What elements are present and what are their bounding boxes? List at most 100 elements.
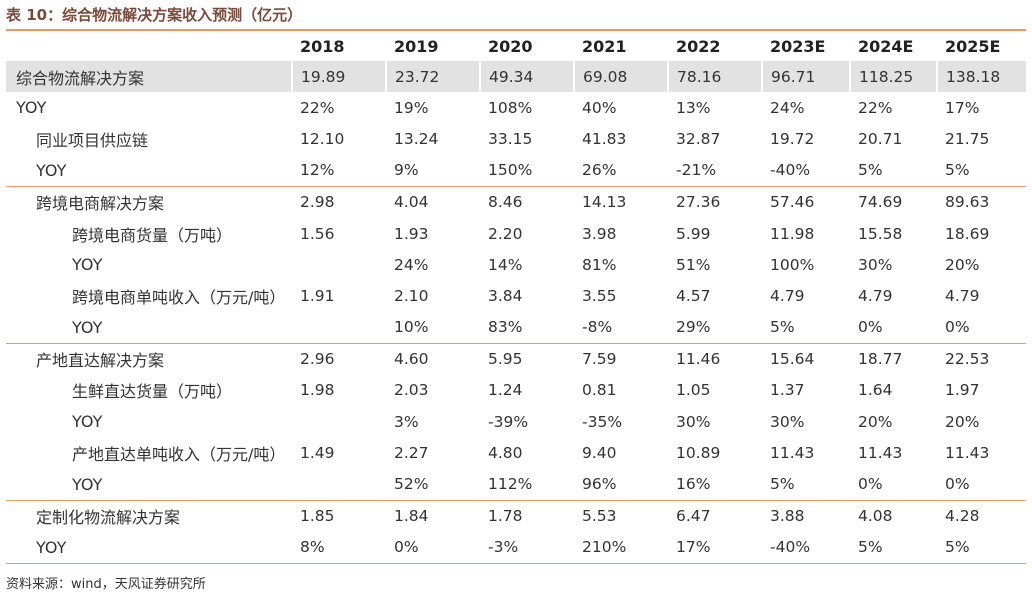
value-cell: 4.04 — [386, 185, 480, 218]
value-cell: 5% — [945, 161, 970, 180]
value-cell — [292, 249, 386, 280]
table-row: 同业项目供应链 12.10 13.24 33.15 41.83 32.87 19.72 20.… — [6, 123, 1026, 154]
value-cell: 23.72 — [386, 61, 481, 93]
value-cell: 1.64 — [858, 381, 893, 400]
value-cell: -39% — [488, 412, 529, 431]
value-cell: 1.85 — [292, 499, 386, 532]
value-cell: 1.91 — [300, 286, 335, 305]
value-cell: 18.69 — [945, 224, 990, 243]
value-cell: -3% — [480, 531, 574, 564]
header-year-cell: 2024E — [858, 36, 914, 56]
row-label: 跨境电商货量（万吨） — [72, 225, 233, 245]
table-row: 生鲜直达货量（万吨） 1.98 2.03 1.24 0.81 1.05 1.37 1.64 1.… — [6, 375, 1026, 406]
value-cell: 150% — [488, 161, 533, 180]
value-cell: 81% — [582, 255, 617, 274]
value-cell: 30% — [676, 412, 711, 431]
value-cell: 2.20 — [488, 224, 523, 243]
value-cell: 4.79 — [770, 286, 805, 305]
value-cell: 5% — [770, 475, 795, 494]
value-cell: 1.98 — [300, 381, 335, 400]
row-label: YOY — [16, 98, 47, 118]
value-cell: 22% — [300, 98, 335, 117]
value-cell: 8% — [292, 531, 386, 564]
value-cell: 1.05 — [676, 381, 711, 400]
value-cell: 6.47 — [668, 499, 762, 532]
value-cell: 3.98 — [582, 224, 617, 243]
table-row: 跨境电商解决方案 2.98 4.04 8.46 14.13 27.36 57.46 74.69… — [6, 185, 1026, 218]
value-cell: 30% — [770, 412, 805, 431]
value-cell: 1.24 — [488, 381, 523, 400]
value-cell: 0% — [386, 531, 480, 564]
value-cell: 89.63 — [937, 185, 1026, 218]
value-cell: -21% — [676, 161, 717, 180]
value-cell: 13.24 — [394, 129, 439, 148]
value-cell: 5.95 — [480, 342, 574, 375]
value-cell: 1.37 — [770, 381, 805, 400]
value-cell: 15.58 — [858, 224, 903, 243]
value-cell: 0% — [945, 318, 970, 337]
value-cell: 138.18 — [937, 61, 1026, 93]
value-cell: 16% — [676, 475, 711, 494]
table-row: YOY 24% 14% 81% 51% 100% 30% 20% — [6, 249, 1026, 280]
value-cell: -40% — [762, 531, 850, 564]
value-cell: 2.98 — [292, 185, 386, 218]
row-label: 产地直达单吨收入（万元/吨） — [72, 444, 286, 464]
value-cell: 19.89 — [292, 61, 387, 93]
value-cell: 11.43 — [770, 443, 815, 462]
value-cell: 5.99 — [676, 224, 711, 243]
value-cell: 5% — [770, 318, 795, 337]
value-cell: 210% — [574, 531, 668, 564]
table-title: 表 10：综合物流解决方案收入预测（亿元） — [6, 6, 303, 24]
value-cell: 5% — [937, 531, 1026, 564]
row-label: YOY — [36, 160, 67, 180]
value-cell: 15.64 — [762, 342, 850, 375]
table-row: YOY 8% 0% -3% 210% 17% -40% 5% 5% — [6, 531, 1026, 564]
value-cell: 27.36 — [668, 185, 762, 218]
header-year-cell: 2018 — [300, 36, 345, 56]
table-row: 产地直达单吨收入（万元/吨） 1.49 2.27 4.80 9.40 10.89 11.43… — [6, 437, 1026, 468]
value-cell: 11.98 — [770, 224, 815, 243]
value-cell: 13% — [676, 98, 711, 117]
row-label: 同业项目供应链 — [36, 130, 149, 150]
value-cell: 20% — [945, 412, 980, 431]
row-label: YOY — [6, 531, 292, 564]
value-cell: 12% — [300, 161, 335, 180]
header-year-cell: 2022 — [676, 36, 721, 56]
value-cell: 11.46 — [668, 342, 762, 375]
table-row: 综合物流解决方案 19.89 23.72 49.34 69.08 78.16 96.71 11… — [6, 61, 1026, 93]
value-cell: 20% — [945, 255, 980, 274]
value-cell: 40% — [582, 98, 617, 117]
value-cell: 7.59 — [574, 342, 668, 375]
row-label: YOY — [72, 317, 103, 337]
value-cell: 41.83 — [582, 129, 627, 148]
value-cell: 10% — [394, 318, 429, 337]
table-row: 产地直达解决方案 2.96 4.60 5.95 7.59 11.46 15.64 18.77 2… — [6, 342, 1026, 375]
value-cell: 1.56 — [300, 224, 335, 243]
value-cell: 32.87 — [676, 129, 721, 148]
table-row: 跨境电商单吨收入（万元/吨） 1.91 2.10 3.84 3.55 4.57 4.79 4.… — [6, 280, 1026, 311]
value-cell: 96% — [582, 475, 617, 494]
value-cell: 22.53 — [937, 342, 1026, 375]
value-cell: 52% — [394, 475, 429, 494]
value-cell: 2.03 — [394, 381, 429, 400]
value-cell: 3.84 — [488, 286, 523, 305]
forecast-table: 2018 2019 2020 2021 2022 2023E 2024E 2025E 综合物流解… — [6, 31, 1026, 564]
value-cell: -35% — [582, 412, 623, 431]
header-year-cell: 2025E — [945, 36, 1001, 56]
header-label-cell — [6, 31, 292, 61]
row-label: 综合物流解决方案 — [6, 61, 293, 93]
value-cell: 78.16 — [668, 61, 763, 93]
value-cell: 74.69 — [850, 185, 937, 218]
value-cell: 69.08 — [574, 61, 669, 93]
value-cell: 100% — [770, 255, 815, 274]
value-cell: 4.57 — [676, 286, 711, 305]
value-cell: 4.79 — [858, 286, 893, 305]
row-label: YOY — [72, 474, 103, 494]
value-cell: 2.96 — [292, 342, 386, 375]
value-cell: 96.71 — [762, 61, 851, 93]
row-label: 定制化物流解决方案 — [6, 499, 292, 532]
value-cell: 4.60 — [386, 342, 480, 375]
value-cell: 1.97 — [945, 381, 980, 400]
value-cell: 8.46 — [480, 185, 574, 218]
value-cell: 24% — [770, 98, 805, 117]
